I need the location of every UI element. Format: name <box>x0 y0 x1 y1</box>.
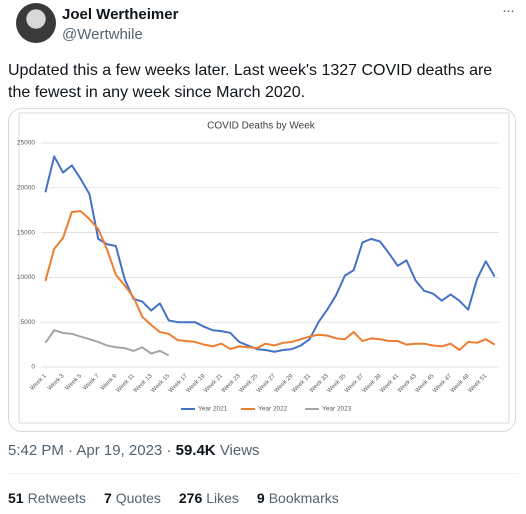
stat-label: Quotes <box>115 490 161 506</box>
legend-label: Year 2023 <box>322 406 352 413</box>
stat-label: Bookmarks <box>268 490 339 506</box>
stat-count: 7 <box>103 490 112 506</box>
more-button[interactable]: ··· <box>502 2 515 19</box>
author-handle[interactable]: @Wertwhile <box>62 26 143 43</box>
separator <box>8 473 518 474</box>
stat-count: 276 <box>178 490 203 506</box>
legend-label: Year 2022 <box>258 406 288 413</box>
series-line <box>44 210 496 351</box>
y-tick-label: 0 <box>31 364 35 371</box>
stat[interactable]: 51 Retweets <box>8 490 86 506</box>
legend-label: Year 2021 <box>198 406 228 413</box>
y-tick-label: 25000 <box>17 140 35 147</box>
stat-count: 51 <box>8 490 24 506</box>
avatar[interactable] <box>16 3 56 43</box>
stats: 51 Retweets 7 Quotes 276 Likes 9 Bookmarks <box>8 490 339 506</box>
timestamp: 5:42 PM · Apr 19, 2023 · 59.4K Views <box>8 442 260 459</box>
stat-label: Retweets <box>27 490 86 506</box>
tweet-text: Updated this a few weeks later. Last wee… <box>8 62 493 101</box>
y-tick-label: 20000 <box>17 185 35 192</box>
y-tick-label: 5000 <box>21 319 36 326</box>
author-name[interactable]: Joel Wertheimer <box>62 6 179 23</box>
views-count: 59.4K <box>175 442 216 459</box>
stat-label: Likes <box>206 490 239 506</box>
series-line <box>44 155 496 353</box>
series-line <box>44 329 170 357</box>
stat-count: 9 <box>256 490 265 506</box>
stat[interactable]: 9 Bookmarks <box>257 490 339 506</box>
y-tick-label: 10000 <box>17 274 35 281</box>
y-tick-label: 15000 <box>17 229 35 236</box>
stat[interactable]: 7 Quotes <box>104 490 161 506</box>
chart-frame <box>18 112 510 424</box>
chart-title: COVID Deaths by Week <box>207 121 316 132</box>
views-label: Views <box>219 442 260 459</box>
chart: COVID Deaths by Week 0 5000 10000 15000 2000… <box>17 112 510 424</box>
stat[interactable]: 276 Likes <box>179 490 239 506</box>
media-card[interactable]: COVID Deaths by Week 0 5000 10000 15000 2000… <box>8 108 516 432</box>
time[interactable]: 5:42 PM · Apr 19, 2023 · <box>8 442 172 459</box>
